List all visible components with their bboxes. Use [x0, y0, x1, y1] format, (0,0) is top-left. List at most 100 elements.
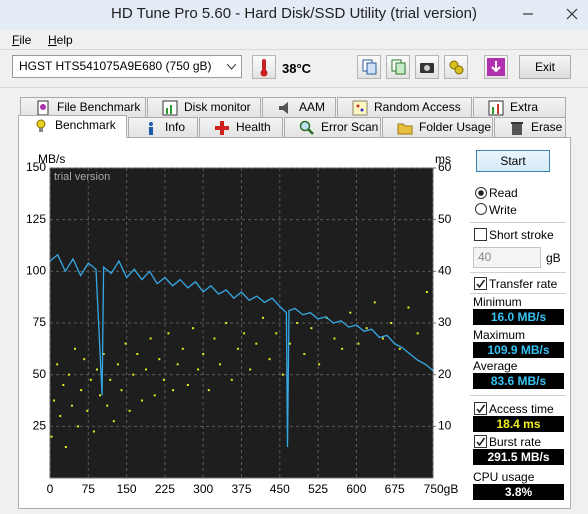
access-time-point [89, 378, 92, 381]
start-button[interactable]: Start [476, 150, 550, 172]
access-time-checkbox[interactable] [474, 402, 487, 415]
access-time-point [162, 378, 165, 381]
y2-tick-label: 10 [438, 419, 452, 433]
access-time-point [167, 332, 170, 335]
menu-file[interactable]: File [12, 33, 32, 47]
dropdown-arrow [227, 64, 236, 70]
access-time-point [116, 363, 119, 366]
close[interactable] [566, 8, 578, 20]
separator [0, 87, 588, 88]
burst-rate-checkbox[interactable] [474, 435, 487, 448]
access-time-point [186, 384, 189, 386]
copy-text-button[interactable] [357, 55, 381, 79]
radio-write[interactable] [475, 203, 487, 215]
separator [470, 293, 566, 294]
tab-label: Folder Usage [419, 120, 492, 134]
check [476, 279, 486, 289]
access-time-point [80, 389, 83, 392]
tab-icon [511, 122, 523, 135]
access-time-value: 18.4 ms [473, 416, 564, 432]
tab[interactable]: Disk monitor [147, 97, 261, 117]
tab-label: AAM [299, 100, 326, 114]
x-tick-label: 0 [47, 482, 54, 496]
access-time-point [50, 435, 53, 438]
window-controls [523, 8, 578, 20]
tab[interactable]: Error Scan [284, 117, 381, 137]
temperature: 38°C [282, 61, 312, 76]
tab-icon [279, 102, 288, 114]
x-tick-label: 450 [270, 482, 290, 496]
tab-icon [215, 121, 229, 135]
access-time-point [207, 389, 210, 392]
access-time-point [341, 347, 344, 350]
burst-rate-label: Burst rate [489, 435, 542, 449]
maximum-label: Maximum [473, 328, 526, 342]
tab[interactable]: Extra tests [473, 97, 566, 133]
tab[interactable]: File Benchmark [20, 97, 146, 117]
y2-tick-label: 40 [438, 264, 452, 278]
short-stroke-checkbox[interactable] [474, 228, 487, 241]
access-time-point [158, 358, 161, 361]
tab[interactable]: AAM [262, 97, 336, 117]
access-time-point [136, 353, 139, 355]
tab-icon [352, 100, 368, 116]
icon [420, 63, 434, 73]
x-tick-label: 375 [231, 482, 251, 496]
menu-help[interactable]: Help [48, 33, 73, 47]
tab-label: Disk monitor [184, 100, 251, 114]
access-time-point [59, 415, 62, 417]
y2-tick-label: 30 [438, 315, 452, 329]
radio-dot [478, 190, 484, 196]
window-title: HD Tune Pro 5.60 - Hard Disk/SSD Utility… [111, 5, 477, 22]
tab-icon [37, 100, 49, 116]
cpu-usage-value: 3.8% [473, 484, 564, 500]
tab[interactable]: Info [128, 117, 198, 137]
access-time-point [120, 389, 123, 392]
tab-label: Error Scan [321, 120, 379, 134]
transfer-rate-line [49, 253, 434, 448]
drive-select[interactable]: HGST HTS541075A9E680 (750 gB) [12, 55, 242, 78]
x-tick-label: 600 [346, 482, 366, 496]
transfer-rate-checkbox[interactable] [474, 277, 487, 290]
options-button[interactable] [444, 55, 468, 79]
screenshot-button[interactable] [415, 55, 439, 79]
access-time-point [132, 373, 135, 376]
access-time-point [381, 337, 384, 340]
benchmark-chart: trial version 25 50 75 100 125 150 10 20 30 40 50 60… [26, 152, 458, 496]
access-time-point [74, 347, 77, 350]
icon [487, 58, 505, 76]
access-time-point [112, 420, 115, 423]
icon [362, 59, 377, 75]
access-time-point [390, 322, 393, 324]
access-time-point [92, 430, 95, 433]
write-label: Write [489, 203, 517, 217]
tab-selected[interactable]: Benchmark [18, 115, 127, 138]
x-tick-label: 225 [155, 482, 175, 496]
tab-icon [149, 122, 153, 135]
watermark: trial version [54, 171, 110, 183]
access-time-point [333, 337, 336, 340]
y2-axis-unit: ms [435, 152, 451, 166]
x-tick-label: 300 [193, 482, 213, 496]
tab[interactable]: Random Access [337, 97, 472, 117]
title-bar: HD Tune Pro 5.60 - Hard Disk/SSD Utility… [0, 0, 588, 30]
tab[interactable]: Erase [494, 117, 566, 137]
access-time-point [172, 389, 175, 392]
average-label: Average [473, 359, 518, 373]
access-time-point [64, 446, 67, 448]
y-axis-unit: MB/s [38, 152, 65, 166]
exit-button[interactable]: Exit [519, 55, 571, 79]
copy-image-button[interactable] [386, 55, 410, 79]
access-time-point [318, 363, 321, 366]
x-tick-label: 525 [308, 482, 328, 496]
tab[interactable]: Folder Usage [382, 117, 493, 137]
access-time-point [70, 404, 73, 407]
separator [470, 272, 566, 273]
tab[interactable]: Health [199, 117, 283, 137]
access-time-point [140, 399, 143, 402]
y-tick-label: 125 [26, 212, 46, 226]
short-stroke-input[interactable]: 40 [473, 247, 541, 268]
save-button[interactable] [484, 55, 508, 79]
